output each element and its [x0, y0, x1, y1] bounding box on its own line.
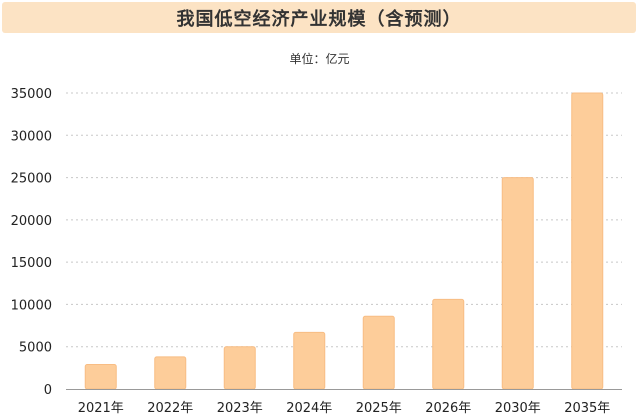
x-tick-label: 2025年 [356, 401, 402, 416]
y-axis-ticks: 0 5000 10000 15000 20000 25000 30000 35000 [11, 87, 52, 398]
bar [362, 315, 395, 390]
bar [154, 356, 187, 390]
bar [84, 363, 117, 390]
grid-lines [66, 92, 622, 348]
y-tick-label: 5000 [19, 341, 52, 356]
y-tick-label: 35000 [11, 87, 52, 102]
y-tick-label: 10000 [11, 298, 52, 313]
x-tick-label: 2021年 [78, 401, 124, 416]
y-tick-label: 25000 [11, 172, 52, 187]
x-axis-ticks: 2021年 2022年 2023年 2024年 2025年 2026年 2030年 2035年 [78, 401, 611, 416]
bar [293, 331, 326, 390]
x-tick-label: 2022年 [147, 401, 193, 416]
y-tick-label: 0 [44, 383, 52, 398]
y-tick-label: 15000 [11, 256, 52, 271]
y-tick-label: 20000 [11, 214, 52, 229]
chart-title-bar: 我国低空经济产业规模（含预测） [2, 2, 636, 33]
x-tick-label: 2023年 [217, 401, 263, 416]
x-tick-label: 2035年 [564, 401, 610, 416]
y-tick-label: 30000 [11, 129, 52, 144]
x-tick-label: 2024年 [286, 401, 332, 416]
unit-label: 单位：亿元 [289, 52, 350, 66]
bars [84, 92, 604, 390]
chart-title: 我国低空经济产业规模（含预测） [176, 8, 462, 30]
bar [223, 346, 256, 390]
bar [432, 298, 465, 390]
x-tick-label: 2030年 [495, 401, 541, 416]
x-tick-label: 2026年 [425, 401, 471, 416]
bar [571, 92, 604, 390]
bar [501, 177, 534, 390]
